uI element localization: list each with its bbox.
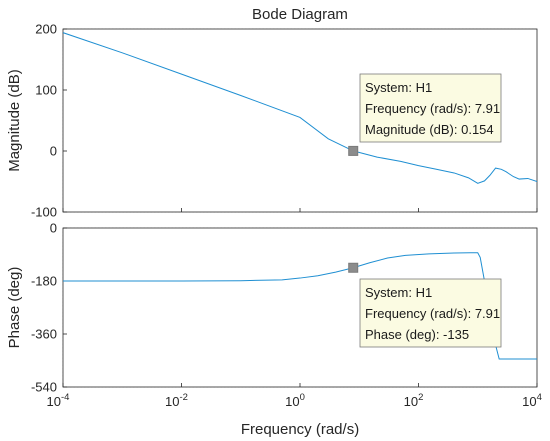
y-tick-label: -100 (31, 205, 57, 220)
datatip-line: Frequency (rad/s): 7.91 (365, 101, 500, 116)
datatip-marker (348, 262, 359, 273)
x-axis-label: Frequency (rad/s) (241, 421, 359, 438)
y-tick-label: -540 (31, 380, 57, 395)
datatip: System: H1 Frequency (rad/s): 7.91 Magnitu… (359, 73, 502, 143)
x-tick-exponent: -2 (180, 392, 188, 403)
y-tick-label: 100 (35, 83, 57, 98)
y-axis-label: Phase (deg) (6, 267, 23, 349)
x-tick-base: 10 (404, 394, 418, 409)
y-tick-label: -360 (31, 327, 57, 342)
x-tick-base: 10 (165, 394, 179, 409)
datatip-line: Phase (deg): -135 (365, 327, 469, 342)
series-line (63, 252, 537, 360)
datatip-box (359, 278, 502, 348)
datatip-line: Frequency (rad/s): 7.91 (365, 306, 500, 321)
datatip-line: System: H1 (365, 285, 432, 300)
magnitude-panel: 200 100 0 -100 Magnitude (dB) System: H1 Frequ… (6, 22, 538, 220)
datatip-box (359, 73, 502, 143)
x-tick-exponent: -4 (61, 392, 69, 403)
x-tick-label: 104 (522, 392, 542, 409)
x-tick-exponent: 2 (418, 392, 423, 403)
datatip-line: System: H1 (365, 80, 432, 95)
x-tick-base: 10 (285, 394, 299, 409)
chart-title: Bode Diagram (252, 6, 348, 23)
y-tick-label: 0 (50, 221, 57, 236)
x-tick-exponent: 0 (300, 392, 305, 403)
y-tick-label: 200 (35, 22, 57, 37)
y-axis-label: Magnitude (dB) (6, 69, 23, 172)
x-tick-exponent: 4 (537, 392, 542, 403)
datatip-line: Magnitude (dB): 0.154 (365, 122, 494, 137)
x-tick-label: 10-4 (47, 392, 70, 409)
x-tick-base: 10 (47, 394, 61, 409)
x-tick-label: 100 (285, 392, 305, 409)
y-tick-label: -180 (31, 274, 57, 289)
x-tick-label: 10-2 (165, 392, 188, 409)
series-line (63, 32, 537, 184)
y-tick-label: 0 (50, 144, 57, 159)
datatip-marker (348, 145, 359, 156)
x-tick-label: 102 (404, 392, 424, 409)
x-tick-base: 10 (522, 394, 536, 409)
datatip: System: H1 Frequency (rad/s): 7.91 Phase (… (359, 278, 502, 348)
